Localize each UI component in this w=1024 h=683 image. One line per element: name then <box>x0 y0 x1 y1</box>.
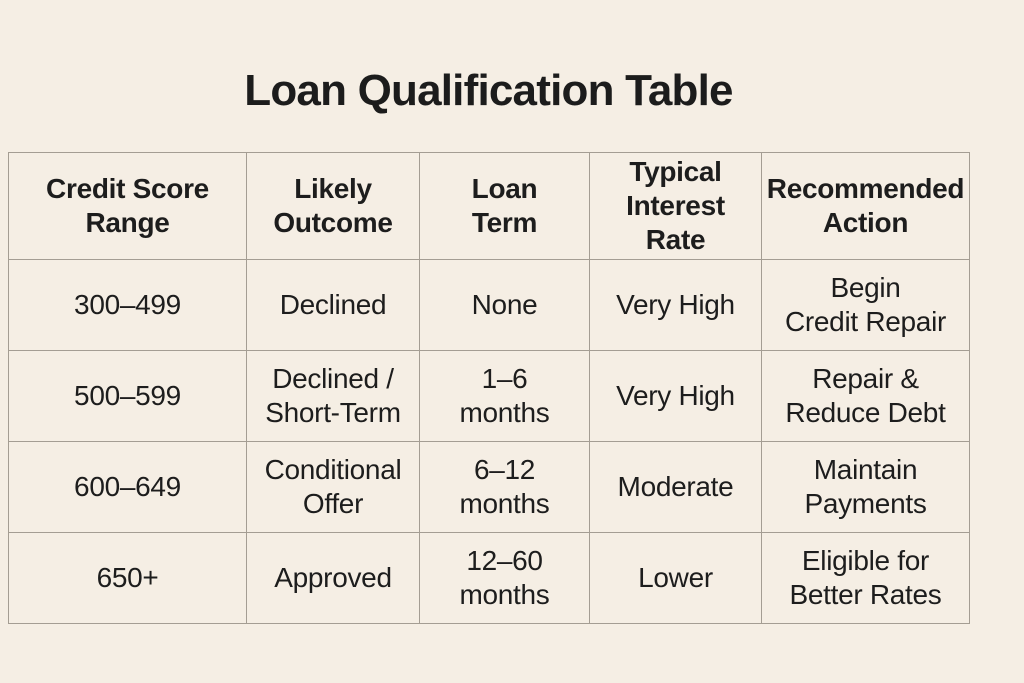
cell-likely-outcome: Approved <box>246 532 420 625</box>
header-row: Credit Score Range Likely Outcome Loan T… <box>8 151 970 261</box>
table-row-300-499: 300–499 Declined None Very High Begin Cr… <box>8 259 970 352</box>
cell-credit-score-range: 650+ <box>8 532 247 625</box>
cell-likely-outcome: Declined / Short-Term <box>246 350 420 443</box>
header-recommended-action: Recommended Action <box>761 151 970 261</box>
cell-credit-score-range: 600–649 <box>8 441 247 534</box>
header-loan-term: Loan Term <box>419 151 590 261</box>
table-row-650-plus: 650+ Approved 12–60 months Lower Eligibl… <box>8 532 970 625</box>
page-title: Loan Qualification Table <box>244 66 733 115</box>
table-row-500-599: 500–599 Declined / Short-Term 1–6 months… <box>8 350 970 443</box>
cell-likely-outcome: Conditional Offer <box>246 441 420 534</box>
cell-recommended-action: Maintain Payments <box>761 441 970 534</box>
cell-recommended-action: Eligible for Better Rates <box>761 532 970 625</box>
loan-qualification-table: Credit Score Range Likely Outcome Loan T… <box>8 151 970 625</box>
cell-typical-interest-rate: Moderate <box>589 441 762 534</box>
cell-typical-interest-rate: Very High <box>589 350 762 443</box>
header-typical-interest-rate: Typical Interest Rate <box>589 151 762 261</box>
cell-credit-score-range: 300–499 <box>8 259 247 352</box>
cell-loan-term: 1–6 months <box>419 350 590 443</box>
cell-loan-term: 12–60 months <box>419 532 590 625</box>
table-row-600-649: 600–649 Conditional Offer 6–12 months Mo… <box>8 441 970 534</box>
cell-likely-outcome: Declined <box>246 259 420 352</box>
cell-recommended-action: Repair & Reduce Debt <box>761 350 970 443</box>
cell-typical-interest-rate: Very High <box>589 259 762 352</box>
cell-recommended-action: Begin Credit Repair <box>761 259 970 352</box>
cell-loan-term: None <box>419 259 590 352</box>
cell-credit-score-range: 500–599 <box>8 350 247 443</box>
cell-typical-interest-rate: Lower <box>589 532 762 625</box>
header-likely-outcome: Likely Outcome <box>246 151 420 261</box>
header-credit-score-range: Credit Score Range <box>8 151 247 261</box>
cell-loan-term: 6–12 months <box>419 441 590 534</box>
